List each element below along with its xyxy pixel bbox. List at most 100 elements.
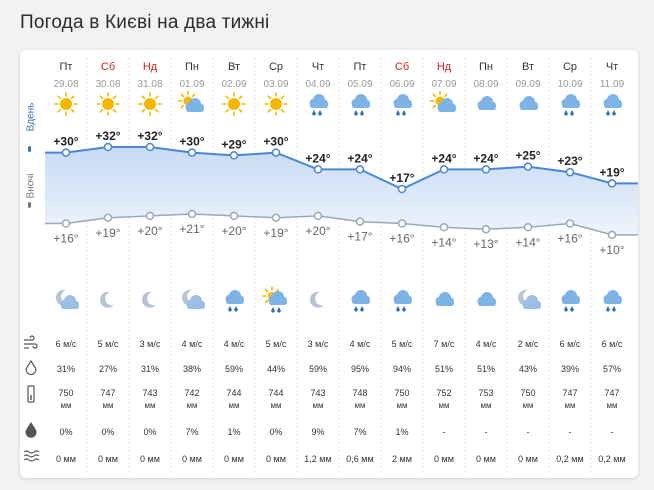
- humidity-value: 59%: [225, 364, 243, 374]
- rain-chance-value: 7%: [185, 427, 198, 437]
- rain-icon: [603, 290, 622, 312]
- humidity-value: 95%: [351, 364, 369, 374]
- pressure-value: 744: [226, 388, 241, 398]
- date-label: 10.09: [557, 79, 582, 90]
- wind-icon: [24, 335, 38, 349]
- pressure-value: 750: [58, 388, 73, 398]
- date-label: 11.09: [600, 79, 625, 90]
- precipitation-value: 0 мм: [476, 454, 496, 464]
- rain-icon: [225, 290, 244, 312]
- rain-icon: [393, 94, 412, 116]
- wind-value: 5 м/с: [392, 339, 413, 349]
- night-temp-point: [355, 217, 365, 226]
- humidity-value: 43%: [519, 364, 537, 374]
- rain-icon: [351, 290, 370, 312]
- sun-rain-icon: [262, 286, 287, 313]
- pressure-unit: мм: [523, 401, 534, 410]
- rain-icon: [351, 94, 370, 116]
- day-temp-label: +24°: [305, 151, 330, 165]
- rain-icon: [603, 94, 622, 116]
- rain-chance-icon: [25, 422, 37, 438]
- moon-icon: [141, 291, 156, 308]
- date-label: 03.09: [263, 79, 288, 90]
- pressure-icon: [27, 385, 35, 403]
- humidity-value: 59%: [309, 364, 327, 374]
- day-temp-point: [397, 184, 407, 194]
- humidity-value: 39%: [561, 364, 579, 374]
- precipitation-value: 0 мм: [266, 454, 286, 464]
- pressure-unit: мм: [187, 401, 198, 410]
- day-temp-point: [271, 148, 281, 157]
- night-temp-point: [271, 213, 281, 223]
- precipitation-value: 0 мм: [182, 454, 202, 464]
- forecast-card: Пт 29.08 +30° +16° 6 м/с 31% 750 мм 0% 0 мм Сб 30.0…: [20, 50, 638, 478]
- weekday-label: Нд: [143, 61, 158, 73]
- pressure-value: 747: [604, 388, 619, 398]
- precipitation-value: 0 мм: [434, 454, 454, 464]
- humidity-value: 51%: [435, 364, 453, 374]
- night-temp-label: +20°: [221, 224, 246, 238]
- wind-value: 4 м/с: [476, 339, 497, 349]
- day-temp-label: +30°: [263, 135, 288, 149]
- day-temp-label: +24°: [347, 151, 372, 165]
- day-temp-point: [61, 148, 71, 157]
- day-temp-label: +30°: [179, 135, 204, 149]
- rain-chance-value: 1%: [227, 427, 240, 437]
- date-label: 04.09: [305, 79, 330, 90]
- date-label: 01.09: [179, 79, 204, 90]
- date-label: 05.09: [347, 79, 372, 90]
- precipitation-value: 0 мм: [140, 454, 160, 464]
- weekday-label: Ср: [269, 61, 283, 73]
- humidity-value: 31%: [141, 364, 159, 374]
- pressure-unit: мм: [397, 401, 408, 410]
- moon-cloud-icon: [517, 289, 541, 309]
- humidity-value: 51%: [477, 364, 495, 374]
- weekday-label: Пн: [185, 61, 199, 73]
- pressure-unit: мм: [103, 401, 114, 410]
- humidity-value: 27%: [99, 364, 117, 374]
- pressure-unit: мм: [145, 401, 156, 410]
- wind-value: 3 м/с: [140, 339, 161, 349]
- rain-chance-value: -: [443, 427, 446, 437]
- cloud-icon: [519, 96, 538, 110]
- pressure-value: 750: [520, 388, 535, 398]
- moon-cloud-icon: [181, 289, 205, 309]
- rain-chance-value: -: [485, 427, 488, 437]
- day-temp-label: +30°: [53, 135, 78, 149]
- date-label: 08.09: [473, 79, 498, 90]
- day-marker: [28, 146, 31, 152]
- night-temp-label: +19°: [95, 226, 120, 240]
- day-temp-label: +24°: [431, 151, 456, 165]
- pressure-value: 748: [352, 388, 367, 398]
- pressure-unit: мм: [61, 401, 72, 410]
- precipitation-value: 0 мм: [98, 454, 118, 464]
- night-temp-point: [565, 219, 575, 228]
- day-temp-label: +19°: [599, 165, 624, 179]
- weekday-label: Сб: [101, 61, 115, 73]
- wind-value: 6 м/с: [602, 339, 623, 349]
- pressure-unit: мм: [439, 401, 450, 410]
- wind-value: 4 м/с: [182, 339, 203, 349]
- weekday-label: Пн: [479, 61, 493, 73]
- sun-icon: [54, 92, 78, 116]
- precipitation-value: 1,2 мм: [304, 454, 331, 464]
- pressure-value: 743: [142, 388, 157, 398]
- rain-chance-value: 1%: [395, 427, 408, 437]
- moon-cloud-icon: [55, 289, 79, 309]
- pressure-unit: мм: [481, 401, 492, 410]
- night-temp-label: +20°: [137, 224, 162, 238]
- weekday-label: Чт: [606, 61, 618, 73]
- date-label: 06.09: [389, 79, 414, 90]
- sun-icon: [222, 92, 246, 116]
- date-label: 09.09: [515, 79, 540, 90]
- precipitation-value: 2 мм: [392, 454, 412, 464]
- moon-icon: [309, 291, 324, 308]
- day-temp-point: [313, 165, 323, 174]
- rain-chance-value: 0%: [269, 427, 282, 437]
- pressure-value: 750: [394, 388, 409, 398]
- weekday-label: Чт: [312, 61, 324, 73]
- pressure-unit: мм: [607, 401, 618, 410]
- night-temp-line: [45, 213, 638, 236]
- wind-value: 4 м/с: [224, 339, 245, 349]
- pressure-unit: мм: [271, 401, 282, 410]
